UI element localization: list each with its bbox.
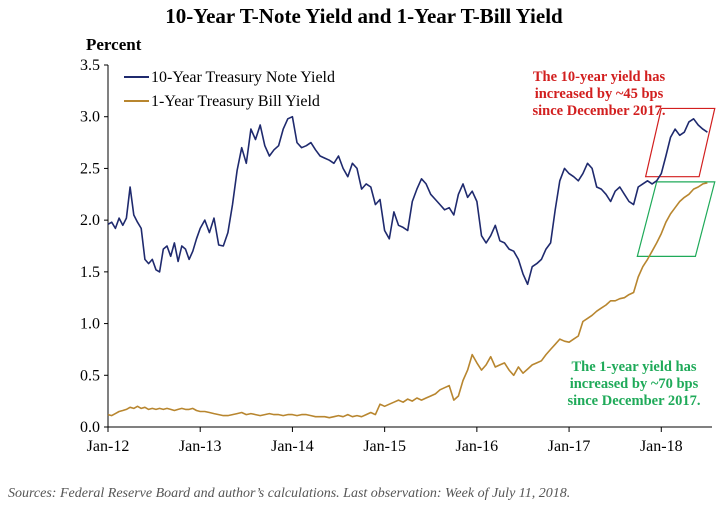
series-lines (107, 115, 708, 419)
annotation-1-year: The 1-year yield has increased by ~70 bps… (567, 359, 700, 409)
y-tick-label: 3.5 (80, 57, 100, 74)
annotation-line: since December 2017. (532, 103, 665, 119)
annotation-line: since December 2017. (567, 393, 700, 409)
green-highlight-box (636, 181, 716, 257)
x-tick-label: Jan-12 (87, 438, 130, 455)
source-note: Sources: Federal Reserve Board and autho… (8, 486, 571, 501)
legend-label: 1-Year Treasury Bill Yield (151, 93, 320, 110)
y-tick-label: 0.0 (80, 419, 100, 436)
x-tick-label: Jan-17 (548, 438, 591, 455)
chart-title: 10-Year T-Note Yield and 1-Year T-Bill Y… (165, 4, 563, 28)
annotation-10-year: The 10-year yield has increased by ~45 bp… (532, 69, 665, 119)
y-tick-label: 0.5 (80, 367, 100, 384)
annotations: The 10-year yield has increased by ~45 bp… (532, 69, 700, 409)
annotation-line: The 1-year yield has (572, 359, 697, 375)
y-tick-label: 1.5 (80, 264, 100, 281)
x-tick-label: Jan-13 (179, 438, 222, 455)
series-line-1-year (107, 182, 708, 419)
y-tick-label: 3.0 (80, 109, 100, 126)
y-tick-label: 2.0 (80, 212, 100, 229)
y-axis-label: Percent (86, 35, 142, 54)
annotation-line: increased by ~45 bps (535, 86, 664, 102)
legend-label: 10-Year Treasury Note Yield (151, 69, 335, 86)
chart-axes (107, 65, 712, 428)
x-tick-labels: Jan-12 Jan-13 Jan-14 Jan-15 Jan-16 Jan-17 Jan-… (87, 427, 683, 455)
highlight-boxes (636, 107, 716, 257)
x-tick-label: Jan-14 (271, 438, 314, 455)
annotation-line: increased by ~70 bps (570, 376, 699, 392)
series-line-10-year (107, 115, 708, 286)
legend: 10-Year Treasury Note Yield 1-Year Treasu… (124, 69, 335, 110)
x-tick-label: Jan-18 (640, 438, 683, 455)
y-tick-label: 2.5 (80, 160, 100, 177)
y-tick-labels: 0.0 0.5 1.0 1.5 2.0 2.5 3.0 3.5 (80, 57, 108, 436)
y-tick-label: 1.0 (80, 316, 100, 333)
annotation-line: The 10-year yield has (533, 69, 666, 85)
x-tick-label: Jan-15 (363, 438, 406, 455)
red-highlight-box (644, 107, 716, 178)
x-tick-label: Jan-16 (456, 438, 499, 455)
